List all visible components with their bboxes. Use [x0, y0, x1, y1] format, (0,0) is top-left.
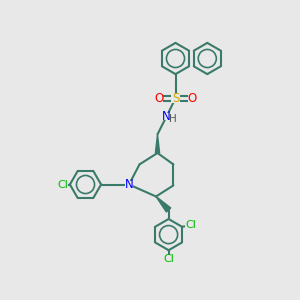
- FancyBboxPatch shape: [125, 181, 133, 188]
- FancyBboxPatch shape: [185, 221, 196, 229]
- FancyBboxPatch shape: [188, 95, 196, 102]
- FancyBboxPatch shape: [155, 95, 163, 102]
- FancyBboxPatch shape: [163, 255, 174, 262]
- Text: Cl: Cl: [163, 254, 174, 264]
- Text: O: O: [154, 92, 164, 105]
- Text: N: N: [162, 110, 171, 123]
- Text: S: S: [172, 92, 179, 105]
- Polygon shape: [155, 134, 160, 153]
- Polygon shape: [156, 196, 171, 212]
- Text: Cl: Cl: [185, 220, 196, 230]
- Text: O: O: [188, 92, 196, 105]
- FancyBboxPatch shape: [57, 181, 68, 188]
- Text: H: H: [169, 114, 177, 124]
- Text: N: N: [124, 178, 134, 191]
- Text: Cl: Cl: [57, 179, 68, 190]
- FancyBboxPatch shape: [171, 94, 180, 103]
- FancyBboxPatch shape: [161, 112, 172, 120]
